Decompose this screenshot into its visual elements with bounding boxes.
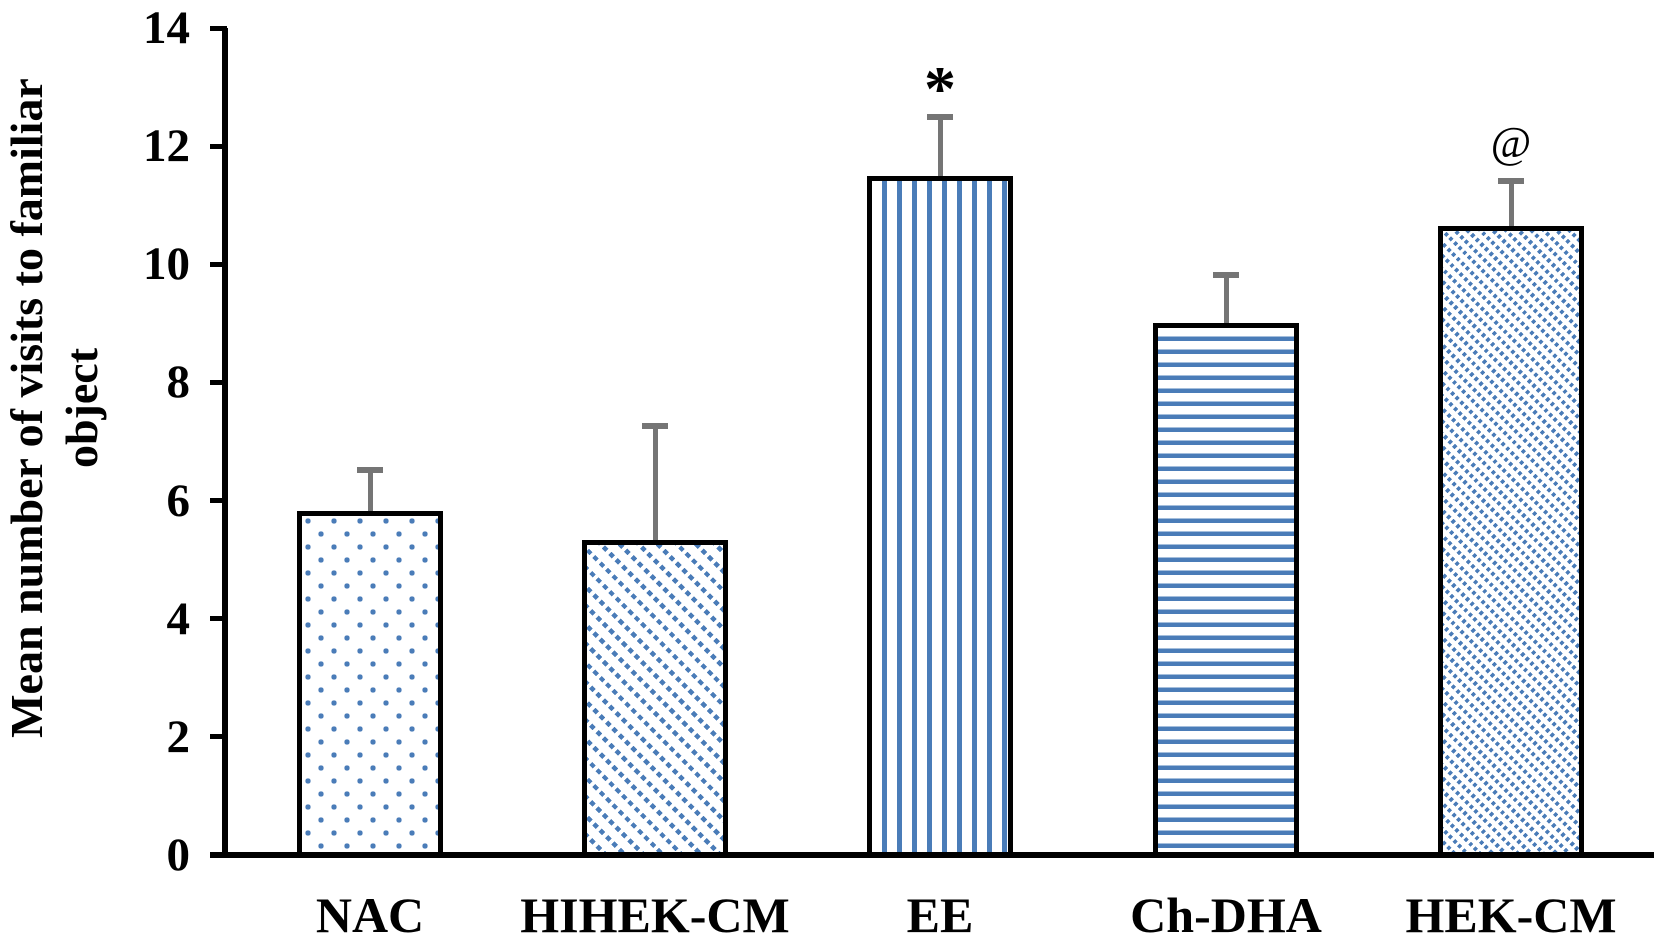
x-category-label: NAC [315, 887, 425, 943]
error-bar-cap [642, 423, 668, 430]
y-tick-label: 14 [143, 2, 190, 55]
error-bar-line [652, 426, 658, 545]
bar-hek-cm [1438, 225, 1584, 857]
bar-ch-dha [1153, 323, 1299, 857]
y-tick-label: 0 [166, 829, 191, 881]
y-tick-label: 8 [166, 356, 191, 409]
significance-marker: * [924, 52, 956, 124]
error-bar-cap [1213, 271, 1239, 278]
x-category-label: Ch-DHA [1130, 887, 1322, 943]
x-category-label: HIHEK-CM [520, 887, 790, 943]
bar-ee [867, 175, 1013, 857]
y-axis-tick [210, 616, 227, 622]
y-axis-tick [210, 379, 227, 385]
y-axis-tick [210, 852, 227, 858]
y-axis-title-line1: Mean number of visits to familiar [1, 78, 52, 738]
error-bar-cap [927, 113, 953, 120]
bar-nac [297, 510, 443, 857]
y-axis-tick [210, 261, 227, 267]
y-tick-label: 2 [166, 710, 191, 763]
significance-marker: @ [1490, 118, 1532, 167]
bar-hihek-cm [582, 540, 728, 857]
error-bar-cap [1498, 178, 1524, 184]
x-category-label: EE [906, 887, 974, 943]
y-axis-tick [210, 498, 227, 504]
error-bar-cap [357, 467, 383, 474]
error-bar-line [367, 470, 373, 515]
error-bar-line [1223, 274, 1229, 328]
y-tick-label: 4 [166, 592, 191, 645]
x-category-label: HEK-CM [1405, 887, 1617, 943]
y-axis-tick [210, 734, 227, 740]
y-tick-label: 12 [143, 120, 190, 173]
y-axis-line [222, 28, 228, 858]
error-bar-line [1508, 181, 1514, 230]
y-tick-label: 10 [143, 238, 190, 291]
y-tick-label: 6 [166, 474, 191, 527]
error-bar-line [937, 116, 943, 180]
y-axis-tick [210, 25, 227, 31]
y-axis-tick [210, 143, 227, 149]
